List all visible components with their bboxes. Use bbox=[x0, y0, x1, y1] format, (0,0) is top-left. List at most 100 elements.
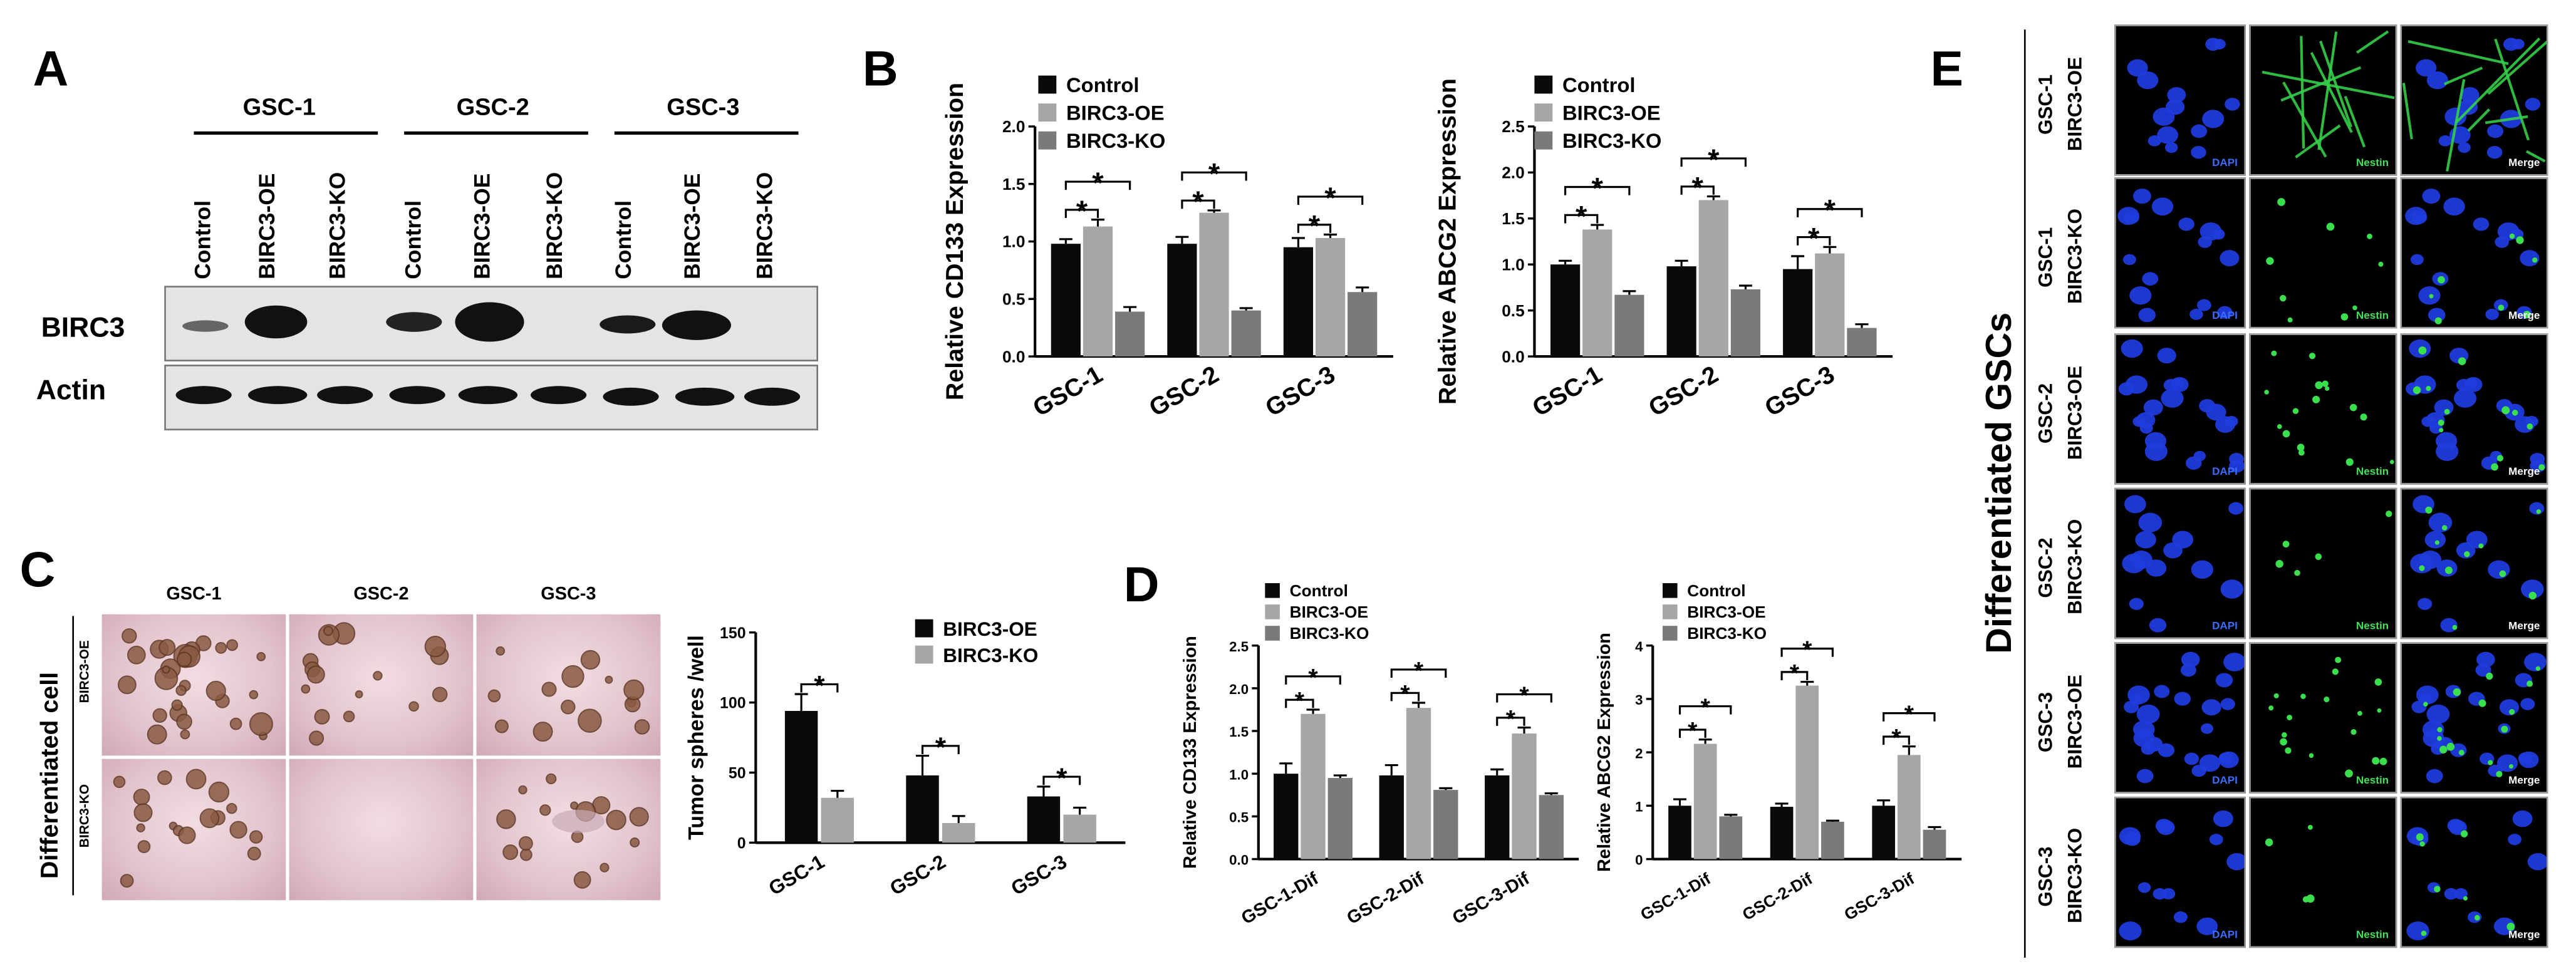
nucleus bbox=[2456, 379, 2471, 391]
bar bbox=[1231, 310, 1261, 357]
nestin-spot bbox=[2345, 769, 2353, 778]
y-tick-label: 0.0 bbox=[1229, 852, 1249, 868]
sphere-overlay bbox=[289, 759, 474, 901]
y-tick-label: 100 bbox=[720, 695, 746, 712]
legend-swatch bbox=[1038, 103, 1057, 122]
legend-label: BIRC3-OE bbox=[1687, 603, 1765, 621]
panel-label-d: D bbox=[1123, 558, 1160, 613]
nestin-spot bbox=[2312, 395, 2320, 403]
y-axis-label: Relative ABCG2 Expression bbox=[1594, 633, 1614, 872]
bar bbox=[942, 823, 975, 843]
tumor-sphere bbox=[178, 826, 196, 844]
tumor-sphere bbox=[147, 724, 167, 745]
nucleus bbox=[2133, 729, 2155, 747]
lane-label: BIRC3-OE bbox=[254, 173, 279, 279]
nucleus bbox=[2129, 286, 2152, 305]
if-image: Merge bbox=[2400, 796, 2548, 948]
nucleus bbox=[2132, 416, 2146, 427]
category-label: GSC-1-Dif bbox=[1637, 869, 1713, 924]
nestin-spot bbox=[2367, 233, 2372, 239]
category-label: GSC-1 bbox=[765, 851, 828, 899]
tumor-sphere bbox=[629, 807, 649, 827]
significance-star: * bbox=[814, 670, 825, 701]
nestin-spot bbox=[2345, 458, 2354, 466]
tumor-sphere bbox=[185, 769, 207, 790]
nucleus bbox=[2136, 704, 2160, 724]
nestin-fiber bbox=[2455, 37, 2541, 124]
if-row-label-line1: GSC-1 bbox=[2033, 227, 2057, 288]
nucleus bbox=[2466, 531, 2488, 549]
nucleus bbox=[2458, 142, 2471, 153]
bar bbox=[1199, 212, 1229, 357]
tumor-sphere bbox=[152, 708, 167, 723]
nestin-spot bbox=[2536, 509, 2542, 514]
if-row-label-line1: GSC-2 bbox=[2033, 537, 2057, 598]
tumor-sphere bbox=[424, 636, 447, 658]
nucleus bbox=[2151, 197, 2174, 216]
nucleus bbox=[2136, 769, 2154, 784]
if-image-content bbox=[2265, 824, 2315, 903]
bar bbox=[1719, 816, 1743, 859]
bar bbox=[1348, 292, 1378, 357]
legend-swatch bbox=[1662, 604, 1678, 619]
significance-bracket bbox=[1678, 728, 1706, 738]
artifact bbox=[552, 809, 605, 833]
blot-group-line bbox=[194, 131, 378, 135]
if-image: Nestin bbox=[2249, 796, 2397, 948]
tumor-sphere bbox=[623, 679, 645, 701]
significance-star: * bbox=[1808, 222, 1820, 256]
nestin-spot bbox=[2280, 738, 2287, 746]
nestin-spot bbox=[2266, 257, 2274, 265]
bar bbox=[1063, 814, 1096, 843]
significance-bracket bbox=[1390, 668, 1447, 678]
nestin-spot bbox=[2446, 742, 2455, 751]
nestin-spot bbox=[2508, 764, 2513, 769]
nestin-spot bbox=[2275, 560, 2283, 568]
if-channel-label: Merge bbox=[2508, 621, 2540, 633]
nucleus bbox=[2135, 531, 2156, 549]
nestin-spot bbox=[2491, 463, 2498, 471]
nestin-spot bbox=[2527, 423, 2533, 430]
nucleus bbox=[2428, 308, 2446, 323]
sphere-photo bbox=[289, 614, 474, 756]
nucleus bbox=[2223, 653, 2245, 671]
blot-band bbox=[389, 386, 445, 405]
nestin-spot bbox=[2300, 693, 2306, 699]
legend-label: BIRC3-OE bbox=[943, 618, 1037, 640]
bar bbox=[1283, 247, 1314, 357]
bar bbox=[1315, 238, 1346, 357]
tumor-sphere bbox=[249, 830, 263, 844]
if-row-label-line2: BIRC3-OE bbox=[2063, 674, 2087, 769]
significance-bracket bbox=[1680, 185, 1715, 195]
nucleus bbox=[2436, 442, 2459, 461]
y-tick-label: 0.5 bbox=[1502, 301, 1524, 320]
significance-bracket bbox=[1678, 705, 1732, 715]
if-image-content bbox=[2262, 30, 2395, 158]
bar bbox=[821, 797, 854, 843]
legend-label: BIRC3-KO bbox=[1562, 129, 1661, 152]
tumor-sphere bbox=[306, 665, 325, 684]
significance-bracket bbox=[1390, 692, 1420, 702]
nestin-spot bbox=[2322, 380, 2329, 387]
nucleus bbox=[2518, 752, 2533, 765]
side-bracket bbox=[72, 616, 75, 896]
significance-star: * bbox=[1692, 172, 1704, 205]
nucleus bbox=[2124, 495, 2146, 514]
nucleus bbox=[2410, 254, 2424, 266]
significance-bracket bbox=[1797, 208, 1863, 217]
sphere-overlay bbox=[301, 622, 449, 746]
nucleus bbox=[2487, 124, 2503, 138]
nucleus bbox=[2215, 416, 2235, 433]
nucleus bbox=[2460, 87, 2480, 103]
nucleus bbox=[2201, 699, 2221, 716]
bar bbox=[1666, 266, 1696, 357]
category-label: GSC-2 bbox=[886, 851, 950, 899]
nestin-spot bbox=[2389, 460, 2394, 465]
if-image: DAPI bbox=[2114, 487, 2246, 640]
blot-group-label: GSC-3 bbox=[667, 95, 740, 122]
category-label: GSC-3-Dif bbox=[1449, 868, 1533, 928]
nestin-spot bbox=[2527, 680, 2533, 687]
nucleus bbox=[2418, 598, 2433, 610]
nucleus bbox=[2206, 403, 2226, 421]
